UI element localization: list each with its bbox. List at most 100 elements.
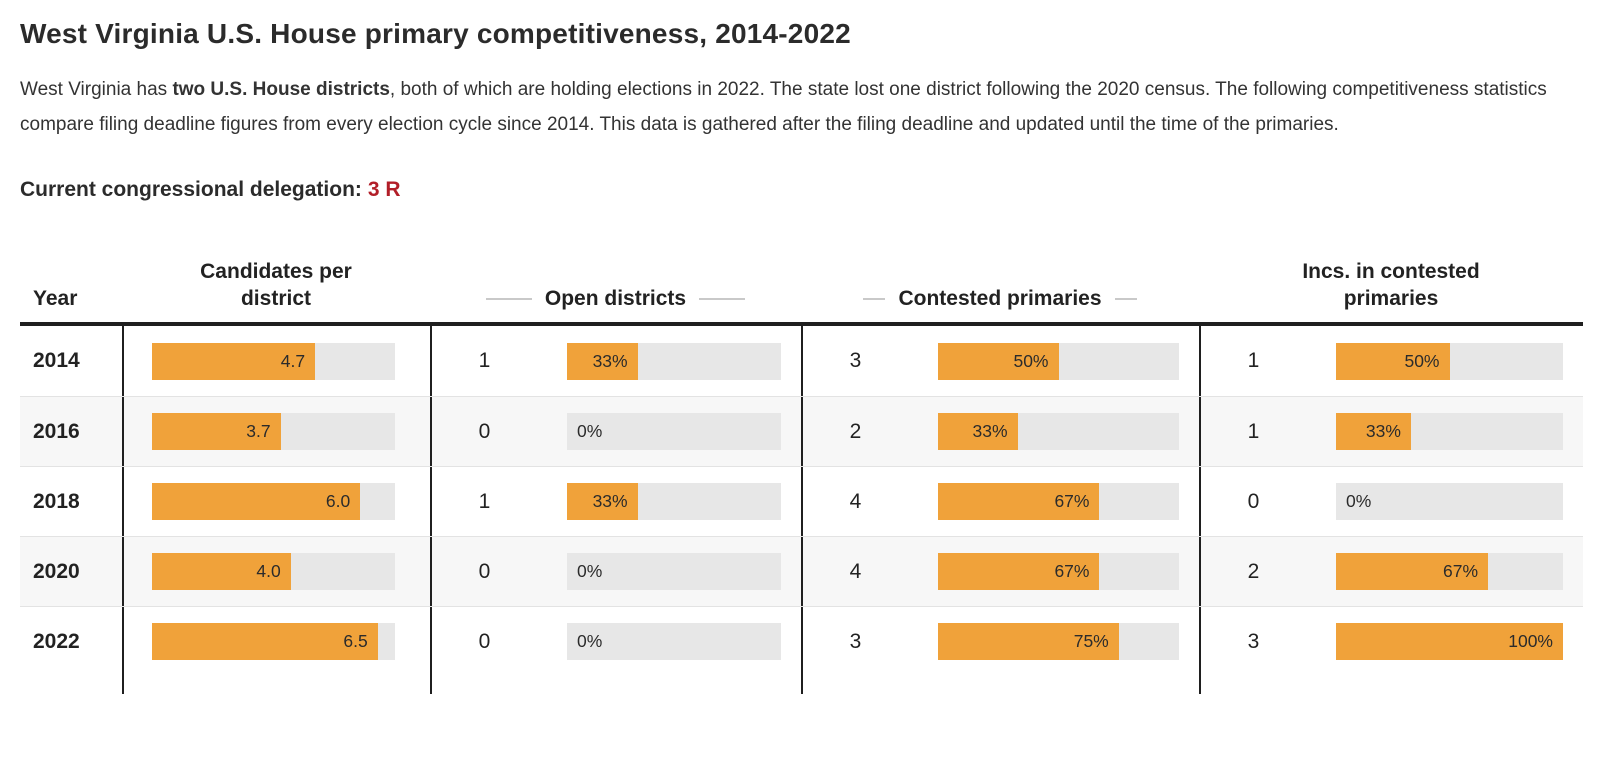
spacer-cell xyxy=(122,676,430,694)
open-districts-cell: 1 33% xyxy=(430,326,801,396)
bar-fill: 67% xyxy=(938,483,1100,520)
table-row: 2018 6.0 1 33% 4 67% xyxy=(20,466,1583,536)
bar-fill: 0% xyxy=(567,413,781,450)
column-header-open-districts: Open districts xyxy=(430,285,801,312)
bar-track: 33% xyxy=(567,483,781,520)
incs-count: 1 xyxy=(1247,419,1260,443)
header-dash-right xyxy=(699,297,746,300)
bar-value-label: 50% xyxy=(1013,350,1049,371)
intro-text-end: , both of which are holding elections in… xyxy=(20,79,1547,135)
column-header-label: Incs. in contested primaries xyxy=(1302,260,1480,310)
bar-track: 4.7 xyxy=(152,342,395,380)
bar-fill: 50% xyxy=(1336,342,1450,380)
bar-fill: 0% xyxy=(567,553,781,590)
bar-track: 0% xyxy=(567,623,781,660)
incs-count: 1 xyxy=(1247,349,1260,372)
contested-primaries-cell: 3 50% xyxy=(801,326,1199,396)
bar-fill: 50% xyxy=(938,342,1059,380)
bar-fill: 4.0 xyxy=(152,553,291,590)
bar-fill: 100% xyxy=(1336,623,1563,660)
bar-fill: 6.0 xyxy=(152,483,361,520)
spacer-cell xyxy=(430,676,801,694)
year-cell: 2020 xyxy=(33,559,80,583)
contested-primaries-count: 2 xyxy=(849,419,862,443)
incs-count: 2 xyxy=(1247,559,1260,583)
bar-value-label: 33% xyxy=(592,350,628,371)
header-dash-left xyxy=(863,297,886,300)
table-row: 2020 4.0 0 0% 4 67% 2 xyxy=(20,536,1583,606)
table-footer-spacer xyxy=(20,676,1583,694)
spacer-cell xyxy=(20,676,122,694)
incs-in-contested-primaries-cell: 3 100% xyxy=(1199,607,1583,676)
spacer-cell xyxy=(1199,676,1583,694)
bar-track: 33% xyxy=(1336,413,1563,450)
bar-value-label: 4.0 xyxy=(256,561,281,581)
delegation-line: Current congressional delegation: 3 R xyxy=(20,178,1583,202)
intro-text-bold: two U.S. House districts xyxy=(172,79,390,100)
contested-primaries-cell: 3 75% xyxy=(801,607,1199,676)
incs-in-contested-primaries-cell: 1 33% xyxy=(1199,397,1583,466)
bar-track: 67% xyxy=(938,553,1179,590)
bar-value-label: 3.7 xyxy=(246,421,271,441)
contested-primaries-cell: 4 67% xyxy=(801,467,1199,536)
bar-value-label: 33% xyxy=(592,491,628,511)
bar-value-label: 67% xyxy=(1054,491,1090,511)
bar-value-label: 75% xyxy=(1073,631,1109,651)
table-body: 2 0 1 4 4.7 1 33% 3 50% xyxy=(20,326,1583,676)
incs-in-contested-primaries-cell: 0 0% xyxy=(1199,467,1583,536)
candidates-per-district-bar-cell: 4.7 xyxy=(122,326,430,396)
bar-value-label: 0% xyxy=(577,421,603,441)
column-header-label: Candidates per district xyxy=(200,260,352,310)
contested-primaries-cell: 4 67% xyxy=(801,537,1199,606)
bar-value-label: 4.7 xyxy=(280,350,306,371)
table-row: 2014 4.7 1 33% 3 50% xyxy=(20,326,1583,396)
bar-track: 0% xyxy=(1336,483,1563,520)
column-header-contested-primaries: Contested primaries xyxy=(801,285,1199,312)
candidates-per-district-bar-cell: 4.0 xyxy=(122,537,430,606)
bar-track: 33% xyxy=(567,342,781,380)
bar-value-label: 50% xyxy=(1404,350,1440,371)
column-header-label: Contested primaries xyxy=(898,287,1102,310)
open-districts-cell: 0 0% xyxy=(430,607,801,676)
bar-fill: 67% xyxy=(938,553,1100,590)
bar-fill: 75% xyxy=(938,623,1119,660)
candidates-per-district-bar-cell: 3.7 xyxy=(122,397,430,466)
contested-primaries-count: 4 xyxy=(849,489,862,513)
table-row: 2016 3.7 0 0% 2 33% 1 xyxy=(20,396,1583,466)
column-header-candidates-per-district: Candidates per district xyxy=(122,258,430,312)
bar-value-label: 0% xyxy=(1346,491,1372,511)
bar-value-label: 100% xyxy=(1508,631,1553,651)
bar-value-label: 33% xyxy=(1365,421,1401,441)
bar-track: 33% xyxy=(938,413,1179,450)
open-districts-count: 0 xyxy=(478,629,491,653)
incs-in-contested-primaries-cell: 2 67% xyxy=(1199,537,1583,606)
bar-fill: 0% xyxy=(1336,483,1563,520)
bar-track: 50% xyxy=(938,342,1179,380)
contested-primaries-count: 3 xyxy=(849,349,862,372)
bar-value-label: 0% xyxy=(577,631,603,651)
intro-text-start: West Virginia has xyxy=(20,79,173,100)
bar-fill: 33% xyxy=(938,413,1018,450)
column-header-label: Year xyxy=(33,287,78,310)
candidates-per-district-bar-cell: 6.0 xyxy=(122,467,430,536)
intro-paragraph: West Virginia has two U.S. House distric… xyxy=(20,72,1565,142)
bar-fill: 4.7 xyxy=(152,342,316,380)
open-districts-count: 0 xyxy=(478,419,491,443)
bar-value-label: 6.5 xyxy=(343,631,368,651)
bar-track: 100% xyxy=(1336,623,1563,660)
page: West Virginia U.S. House primary competi… xyxy=(20,18,1583,694)
bar-fill: 67% xyxy=(1336,553,1489,590)
bar-fill: 0% xyxy=(567,623,781,660)
table-header-row: Year Candidates per district Open distri… xyxy=(20,236,1583,326)
delegation-value: 3 R xyxy=(367,178,401,201)
header-dash-left xyxy=(485,297,532,300)
delegation-label: Current congressional delegation: xyxy=(20,178,362,201)
bar-value-label: 67% xyxy=(1054,561,1090,581)
bar-track: 6.0 xyxy=(152,483,395,520)
bar-value-label: 6.0 xyxy=(325,491,351,511)
open-districts-count: 0 xyxy=(478,559,491,583)
page-title: West Virginia U.S. House primary competi… xyxy=(20,18,851,49)
column-header-label: Open districts xyxy=(544,287,687,310)
column-header-incs-in-contested-primaries: Incs. in contested primaries xyxy=(1199,258,1583,312)
header-dash-right xyxy=(1114,297,1137,300)
